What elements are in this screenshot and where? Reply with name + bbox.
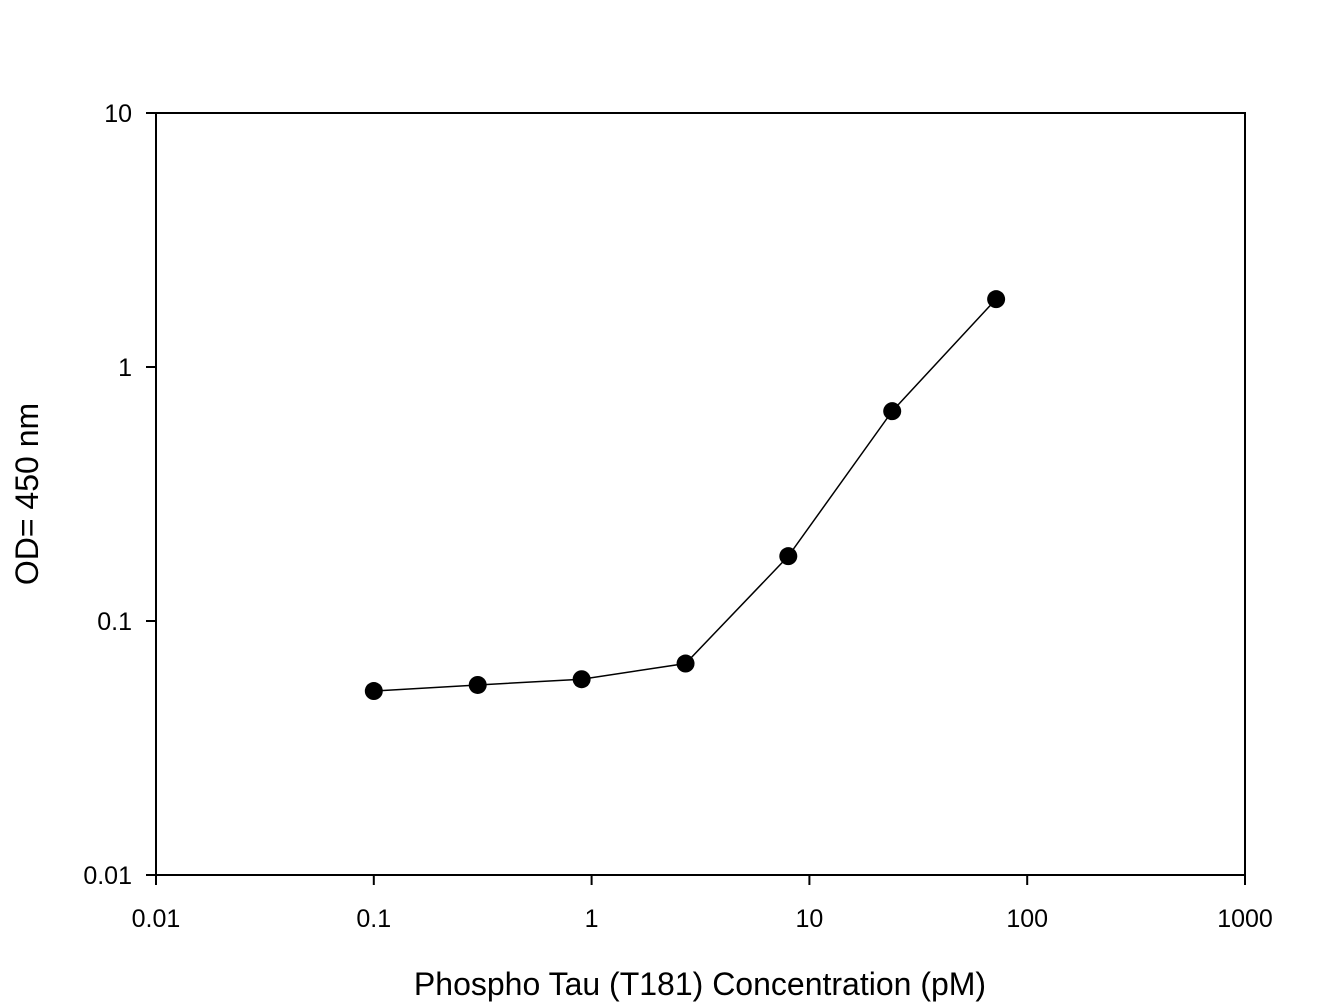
data-point: [468, 675, 487, 694]
data-point: [779, 547, 798, 566]
x-axis-title: Phospho Tau (T181) Concentration (pM): [414, 966, 986, 1002]
series-line: [373, 298, 997, 692]
data-point: [987, 290, 1006, 309]
y-axis-title: OD= 450 nm: [9, 403, 45, 585]
series-layer: [364, 290, 1006, 701]
y-tick-label: 1: [118, 354, 132, 382]
x-tick-label: 0.1: [356, 905, 391, 933]
data-point: [364, 682, 383, 701]
data-point: [676, 654, 695, 673]
data-point: [572, 670, 591, 689]
y-tick-label: 0.1: [97, 608, 132, 636]
x-tick-label: 1: [585, 905, 599, 933]
y-axis-ticks: 0.01 0.1 1 10: [83, 100, 156, 890]
x-tick-label: 0.01: [132, 905, 181, 933]
x-tick-label: 10: [795, 905, 823, 933]
x-axis-ticks: 0.01 0.1 1 10 100 1000: [132, 875, 1273, 933]
y-tick-label: 10: [104, 100, 132, 128]
x-tick-label: 100: [1006, 905, 1048, 933]
plot-frame: [155, 112, 1246, 876]
data-point: [883, 402, 902, 421]
x-tick-label: 1000: [1217, 905, 1273, 933]
y-tick-label: 0.01: [83, 862, 132, 890]
